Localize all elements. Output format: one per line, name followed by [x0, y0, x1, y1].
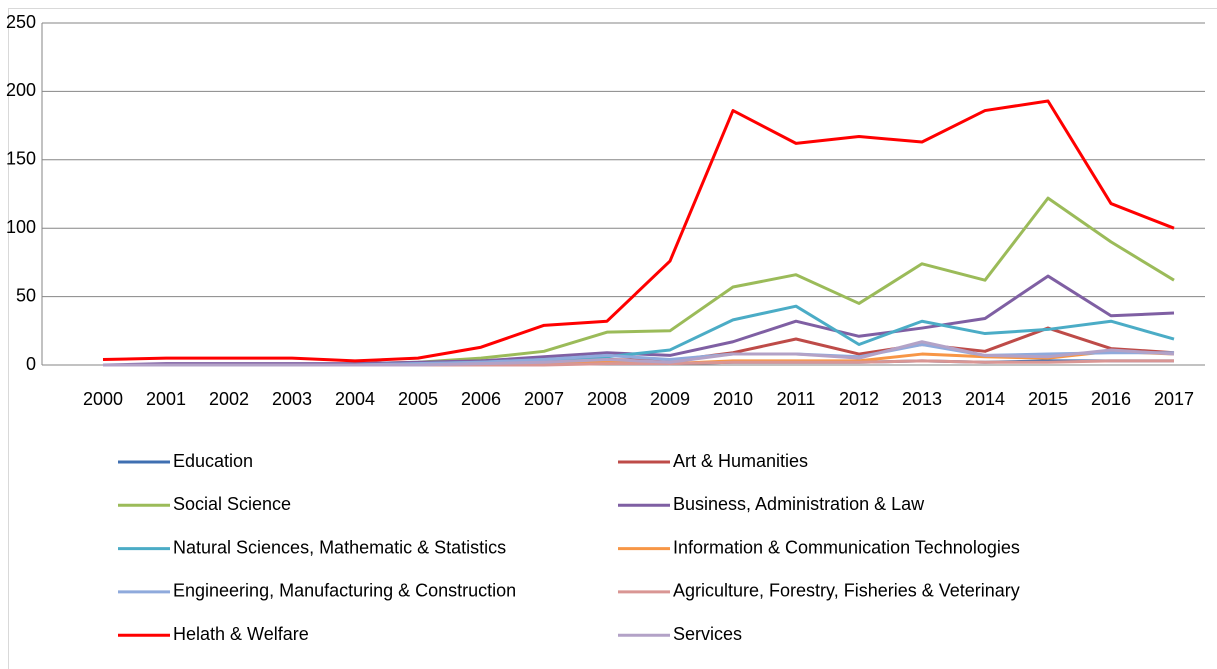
series-line: [102, 99, 1175, 363]
legend-label: Natural Sciences, Mathematic & Statistic…: [173, 537, 506, 557]
y-tick-label: 0: [26, 354, 36, 374]
legend-label: Services: [673, 624, 742, 644]
x-tick-label: 2007: [524, 389, 564, 409]
x-tick-label: 2006: [461, 389, 501, 409]
legend-label: Art & Humanities: [673, 451, 808, 471]
y-tick-label: 150: [6, 149, 36, 169]
x-tick-label: 2017: [1154, 389, 1194, 409]
legend-label: Education: [173, 451, 253, 471]
y-tick-label: 50: [16, 285, 36, 305]
x-tick-label: 2008: [587, 389, 627, 409]
x-tick-label: 2009: [650, 389, 690, 409]
x-tick-label: 2001: [146, 389, 186, 409]
legend-label: Agriculture, Forestry, Fisheries & Veter…: [673, 581, 1020, 601]
y-tick-label: 200: [6, 80, 36, 100]
y-tick-label: 250: [6, 12, 36, 32]
x-tick-label: 2015: [1028, 389, 1068, 409]
y-tick-label: 100: [6, 217, 36, 237]
x-tick-label: 2004: [335, 389, 375, 409]
legend-label: Information & Communication Technologies: [673, 537, 1020, 557]
legend-label: Business, Administration & Law: [673, 494, 925, 514]
x-tick-label: 2016: [1091, 389, 1131, 409]
legend-label: Engineering, Manufacturing & Constructio…: [173, 581, 516, 601]
x-tick-label: 2002: [209, 389, 249, 409]
x-tick-label: 2010: [713, 389, 753, 409]
x-tick-label: 2012: [839, 389, 879, 409]
x-tick-label: 2005: [398, 389, 438, 409]
legend-label: Social Science: [173, 494, 291, 514]
x-tick-label: 2014: [965, 389, 1005, 409]
chart-frame: [8, 8, 1217, 669]
series-line: [103, 340, 1175, 367]
x-tick-label: 2000: [83, 389, 123, 409]
x-tick-label: 2003: [272, 389, 312, 409]
x-tick-label: 2011: [777, 389, 816, 409]
x-tick-label: 2013: [902, 389, 942, 409]
legend-label: Helath & Welfare: [173, 624, 309, 644]
